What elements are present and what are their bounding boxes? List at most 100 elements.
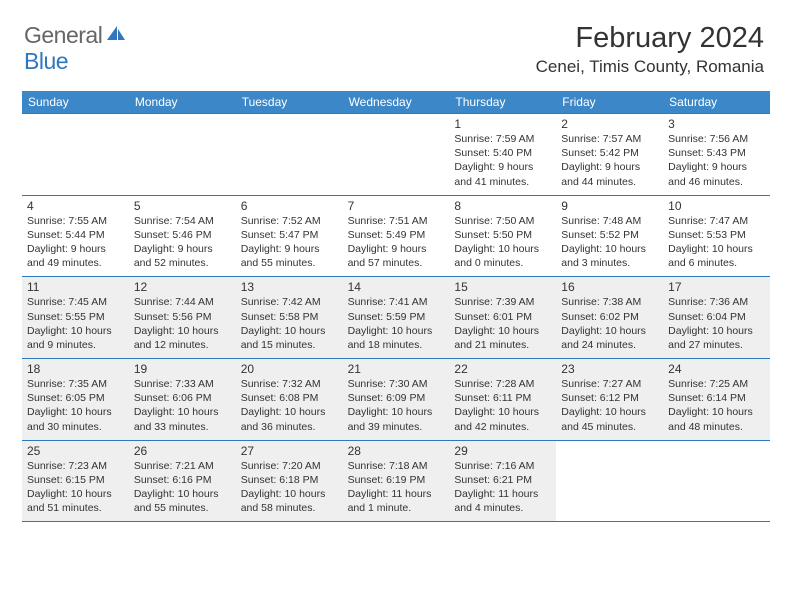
sunrise-text: Sunrise: 7:32 AM: [241, 377, 339, 391]
sunrise-text: Sunrise: 7:23 AM: [27, 459, 125, 473]
daylight-text: Daylight: 10 hours and 51 minutes.: [27, 487, 125, 515]
empty-cell: [556, 441, 663, 522]
day-cell: 14Sunrise: 7:41 AMSunset: 5:59 PMDayligh…: [343, 277, 450, 358]
weekday-label: Monday: [129, 91, 236, 113]
week-row: 18Sunrise: 7:35 AMSunset: 6:05 PMDayligh…: [22, 358, 770, 440]
daylight-text: Daylight: 10 hours and 6 minutes.: [668, 242, 766, 270]
sunset-text: Sunset: 5:44 PM: [27, 228, 125, 242]
sunset-text: Sunset: 5:50 PM: [454, 228, 552, 242]
location-subtitle: Cenei, Timis County, Romania: [536, 57, 764, 77]
daylight-text: Daylight: 11 hours and 1 minute.: [348, 487, 446, 515]
day-number: 10: [668, 199, 766, 213]
sunset-text: Sunset: 5:49 PM: [348, 228, 446, 242]
page-header: General February 2024 Cenei, Timis Count…: [0, 0, 792, 85]
day-cell: 2Sunrise: 7:57 AMSunset: 5:42 PMDaylight…: [556, 114, 663, 195]
daylight-text: Daylight: 10 hours and 39 minutes.: [348, 405, 446, 433]
day-cell: 8Sunrise: 7:50 AMSunset: 5:50 PMDaylight…: [449, 196, 556, 277]
day-cell: 19Sunrise: 7:33 AMSunset: 6:06 PMDayligh…: [129, 359, 236, 440]
sunset-text: Sunset: 6:04 PM: [668, 310, 766, 324]
daylight-text: Daylight: 10 hours and 24 minutes.: [561, 324, 659, 352]
daylight-text: Daylight: 10 hours and 15 minutes.: [241, 324, 339, 352]
day-number: 11: [27, 280, 125, 294]
weekday-label: Saturday: [663, 91, 770, 113]
empty-cell: [129, 114, 236, 195]
day-cell: 10Sunrise: 7:47 AMSunset: 5:53 PMDayligh…: [663, 196, 770, 277]
sunset-text: Sunset: 6:08 PM: [241, 391, 339, 405]
sunset-text: Sunset: 6:19 PM: [348, 473, 446, 487]
day-cell: 4Sunrise: 7:55 AMSunset: 5:44 PMDaylight…: [22, 196, 129, 277]
day-number: 5: [134, 199, 232, 213]
day-number: 4: [27, 199, 125, 213]
month-title: February 2024: [536, 22, 764, 55]
sunset-text: Sunset: 5:40 PM: [454, 146, 552, 160]
sunrise-text: Sunrise: 7:35 AM: [27, 377, 125, 391]
sunrise-text: Sunrise: 7:33 AM: [134, 377, 232, 391]
brand-logo: General: [24, 22, 128, 49]
sunrise-text: Sunrise: 7:56 AM: [668, 132, 766, 146]
sunset-text: Sunset: 6:18 PM: [241, 473, 339, 487]
day-number: 12: [134, 280, 232, 294]
day-cell: 5Sunrise: 7:54 AMSunset: 5:46 PMDaylight…: [129, 196, 236, 277]
sunset-text: Sunset: 6:02 PM: [561, 310, 659, 324]
brand-word-1: General: [24, 22, 102, 49]
empty-cell: [343, 114, 450, 195]
daylight-text: Daylight: 10 hours and 27 minutes.: [668, 324, 766, 352]
day-cell: 20Sunrise: 7:32 AMSunset: 6:08 PMDayligh…: [236, 359, 343, 440]
day-number: 23: [561, 362, 659, 376]
day-number: 3: [668, 117, 766, 131]
sunrise-text: Sunrise: 7:25 AM: [668, 377, 766, 391]
sunset-text: Sunset: 6:06 PM: [134, 391, 232, 405]
daylight-text: Daylight: 10 hours and 36 minutes.: [241, 405, 339, 433]
sunrise-text: Sunrise: 7:48 AM: [561, 214, 659, 228]
sunset-text: Sunset: 5:58 PM: [241, 310, 339, 324]
day-cell: 27Sunrise: 7:20 AMSunset: 6:18 PMDayligh…: [236, 441, 343, 522]
daylight-text: Daylight: 10 hours and 58 minutes.: [241, 487, 339, 515]
brand-word-2: Blue: [24, 48, 68, 74]
day-cell: 21Sunrise: 7:30 AMSunset: 6:09 PMDayligh…: [343, 359, 450, 440]
calendar: SundayMondayTuesdayWednesdayThursdayFrid…: [22, 91, 770, 522]
day-cell: 7Sunrise: 7:51 AMSunset: 5:49 PMDaylight…: [343, 196, 450, 277]
sunrise-text: Sunrise: 7:21 AM: [134, 459, 232, 473]
sunrise-text: Sunrise: 7:52 AM: [241, 214, 339, 228]
daylight-text: Daylight: 9 hours and 57 minutes.: [348, 242, 446, 270]
day-number: 15: [454, 280, 552, 294]
day-cell: 15Sunrise: 7:39 AMSunset: 6:01 PMDayligh…: [449, 277, 556, 358]
sunrise-text: Sunrise: 7:42 AM: [241, 295, 339, 309]
sunset-text: Sunset: 6:12 PM: [561, 391, 659, 405]
week-row: 11Sunrise: 7:45 AMSunset: 5:55 PMDayligh…: [22, 276, 770, 358]
sunset-text: Sunset: 5:47 PM: [241, 228, 339, 242]
week-row: 4Sunrise: 7:55 AMSunset: 5:44 PMDaylight…: [22, 195, 770, 277]
day-cell: 3Sunrise: 7:56 AMSunset: 5:43 PMDaylight…: [663, 114, 770, 195]
daylight-text: Daylight: 10 hours and 21 minutes.: [454, 324, 552, 352]
sunset-text: Sunset: 5:55 PM: [27, 310, 125, 324]
day-number: 17: [668, 280, 766, 294]
sunset-text: Sunset: 6:01 PM: [454, 310, 552, 324]
sunrise-text: Sunrise: 7:59 AM: [454, 132, 552, 146]
day-number: 22: [454, 362, 552, 376]
daylight-text: Daylight: 10 hours and 48 minutes.: [668, 405, 766, 433]
weekday-label: Thursday: [449, 91, 556, 113]
day-number: 21: [348, 362, 446, 376]
daylight-text: Daylight: 10 hours and 0 minutes.: [454, 242, 552, 270]
empty-cell: [663, 441, 770, 522]
day-number: 25: [27, 444, 125, 458]
day-cell: 12Sunrise: 7:44 AMSunset: 5:56 PMDayligh…: [129, 277, 236, 358]
sunset-text: Sunset: 5:59 PM: [348, 310, 446, 324]
sunset-text: Sunset: 6:11 PM: [454, 391, 552, 405]
day-cell: 25Sunrise: 7:23 AMSunset: 6:15 PMDayligh…: [22, 441, 129, 522]
daylight-text: Daylight: 9 hours and 46 minutes.: [668, 160, 766, 188]
day-number: 14: [348, 280, 446, 294]
day-cell: 29Sunrise: 7:16 AMSunset: 6:21 PMDayligh…: [449, 441, 556, 522]
day-cell: 23Sunrise: 7:27 AMSunset: 6:12 PMDayligh…: [556, 359, 663, 440]
sunrise-text: Sunrise: 7:51 AM: [348, 214, 446, 228]
day-cell: 13Sunrise: 7:42 AMSunset: 5:58 PMDayligh…: [236, 277, 343, 358]
day-number: 9: [561, 199, 659, 213]
day-cell: 11Sunrise: 7:45 AMSunset: 5:55 PMDayligh…: [22, 277, 129, 358]
sunrise-text: Sunrise: 7:47 AM: [668, 214, 766, 228]
empty-cell: [22, 114, 129, 195]
day-number: 2: [561, 117, 659, 131]
day-cell: 22Sunrise: 7:28 AMSunset: 6:11 PMDayligh…: [449, 359, 556, 440]
daylight-text: Daylight: 10 hours and 9 minutes.: [27, 324, 125, 352]
sunset-text: Sunset: 5:46 PM: [134, 228, 232, 242]
day-number: 24: [668, 362, 766, 376]
